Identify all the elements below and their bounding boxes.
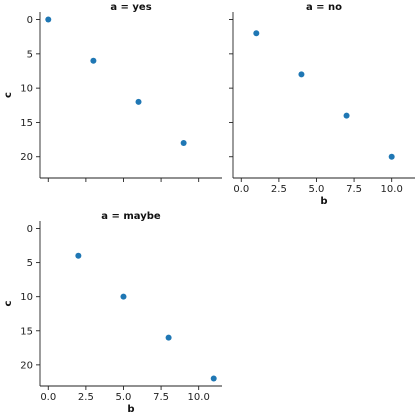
y-tick-label: 5 xyxy=(27,258,33,269)
scatter-point xyxy=(388,153,395,160)
x-tick-label: 10.0 xyxy=(381,184,403,195)
scatter-point xyxy=(180,140,187,147)
y-tick-label: 0 xyxy=(27,15,33,26)
scatter-point xyxy=(75,252,82,259)
x-tick-label: 5.0 xyxy=(116,392,132,403)
x-tick-label: 2.5 xyxy=(78,392,94,403)
facet-panel-3: a = maybe 0.0 2.5 5.0 7.5 10.0 0 5 10 15 20 b c xyxy=(3,211,222,415)
scatter-point xyxy=(120,293,127,300)
x-axis-label: b xyxy=(127,404,134,415)
scatter-point xyxy=(165,334,172,341)
x-tick-label: 0.0 xyxy=(233,184,249,195)
y-tick-label: 20 xyxy=(20,360,33,371)
y-tick-label: 5 xyxy=(27,49,33,60)
scatter-point xyxy=(253,30,260,37)
panel-title: a = yes xyxy=(110,2,151,13)
x-tick-label: 7.5 xyxy=(346,184,362,195)
y-axis-label: c xyxy=(3,300,14,306)
x-tick-label: 2.5 xyxy=(271,184,287,195)
x-tick-label: 0.0 xyxy=(40,392,56,403)
y-tick-label: 0 xyxy=(27,224,33,235)
y-tick-label: 15 xyxy=(20,118,33,129)
x-tick-label: 5.0 xyxy=(309,184,325,195)
facet-panel-2: a = no 0.0 2.5 5.0 7.5 10.0 b xyxy=(229,2,415,207)
panel-title: a = no xyxy=(306,2,342,13)
x-axis-label: b xyxy=(320,196,327,207)
y-tick-label: 10 xyxy=(20,292,33,303)
scatter-point xyxy=(90,57,97,64)
scatter-point xyxy=(343,112,350,119)
y-tick-label: 15 xyxy=(20,326,33,337)
scatter-point xyxy=(298,71,305,78)
x-tick-label: 10.0 xyxy=(188,392,210,403)
scatter-point xyxy=(135,98,142,105)
y-tick-label: 20 xyxy=(20,152,33,163)
scatter-point xyxy=(210,375,217,382)
scatter-point xyxy=(45,16,52,23)
x-tick-label: 7.5 xyxy=(153,392,169,403)
y-axis-label: c xyxy=(3,92,14,98)
y-tick-label: 10 xyxy=(20,84,33,95)
panel-title: a = maybe xyxy=(101,211,161,222)
facet-panel-1: a = yes 0 5 10 15 20 c xyxy=(3,2,222,182)
